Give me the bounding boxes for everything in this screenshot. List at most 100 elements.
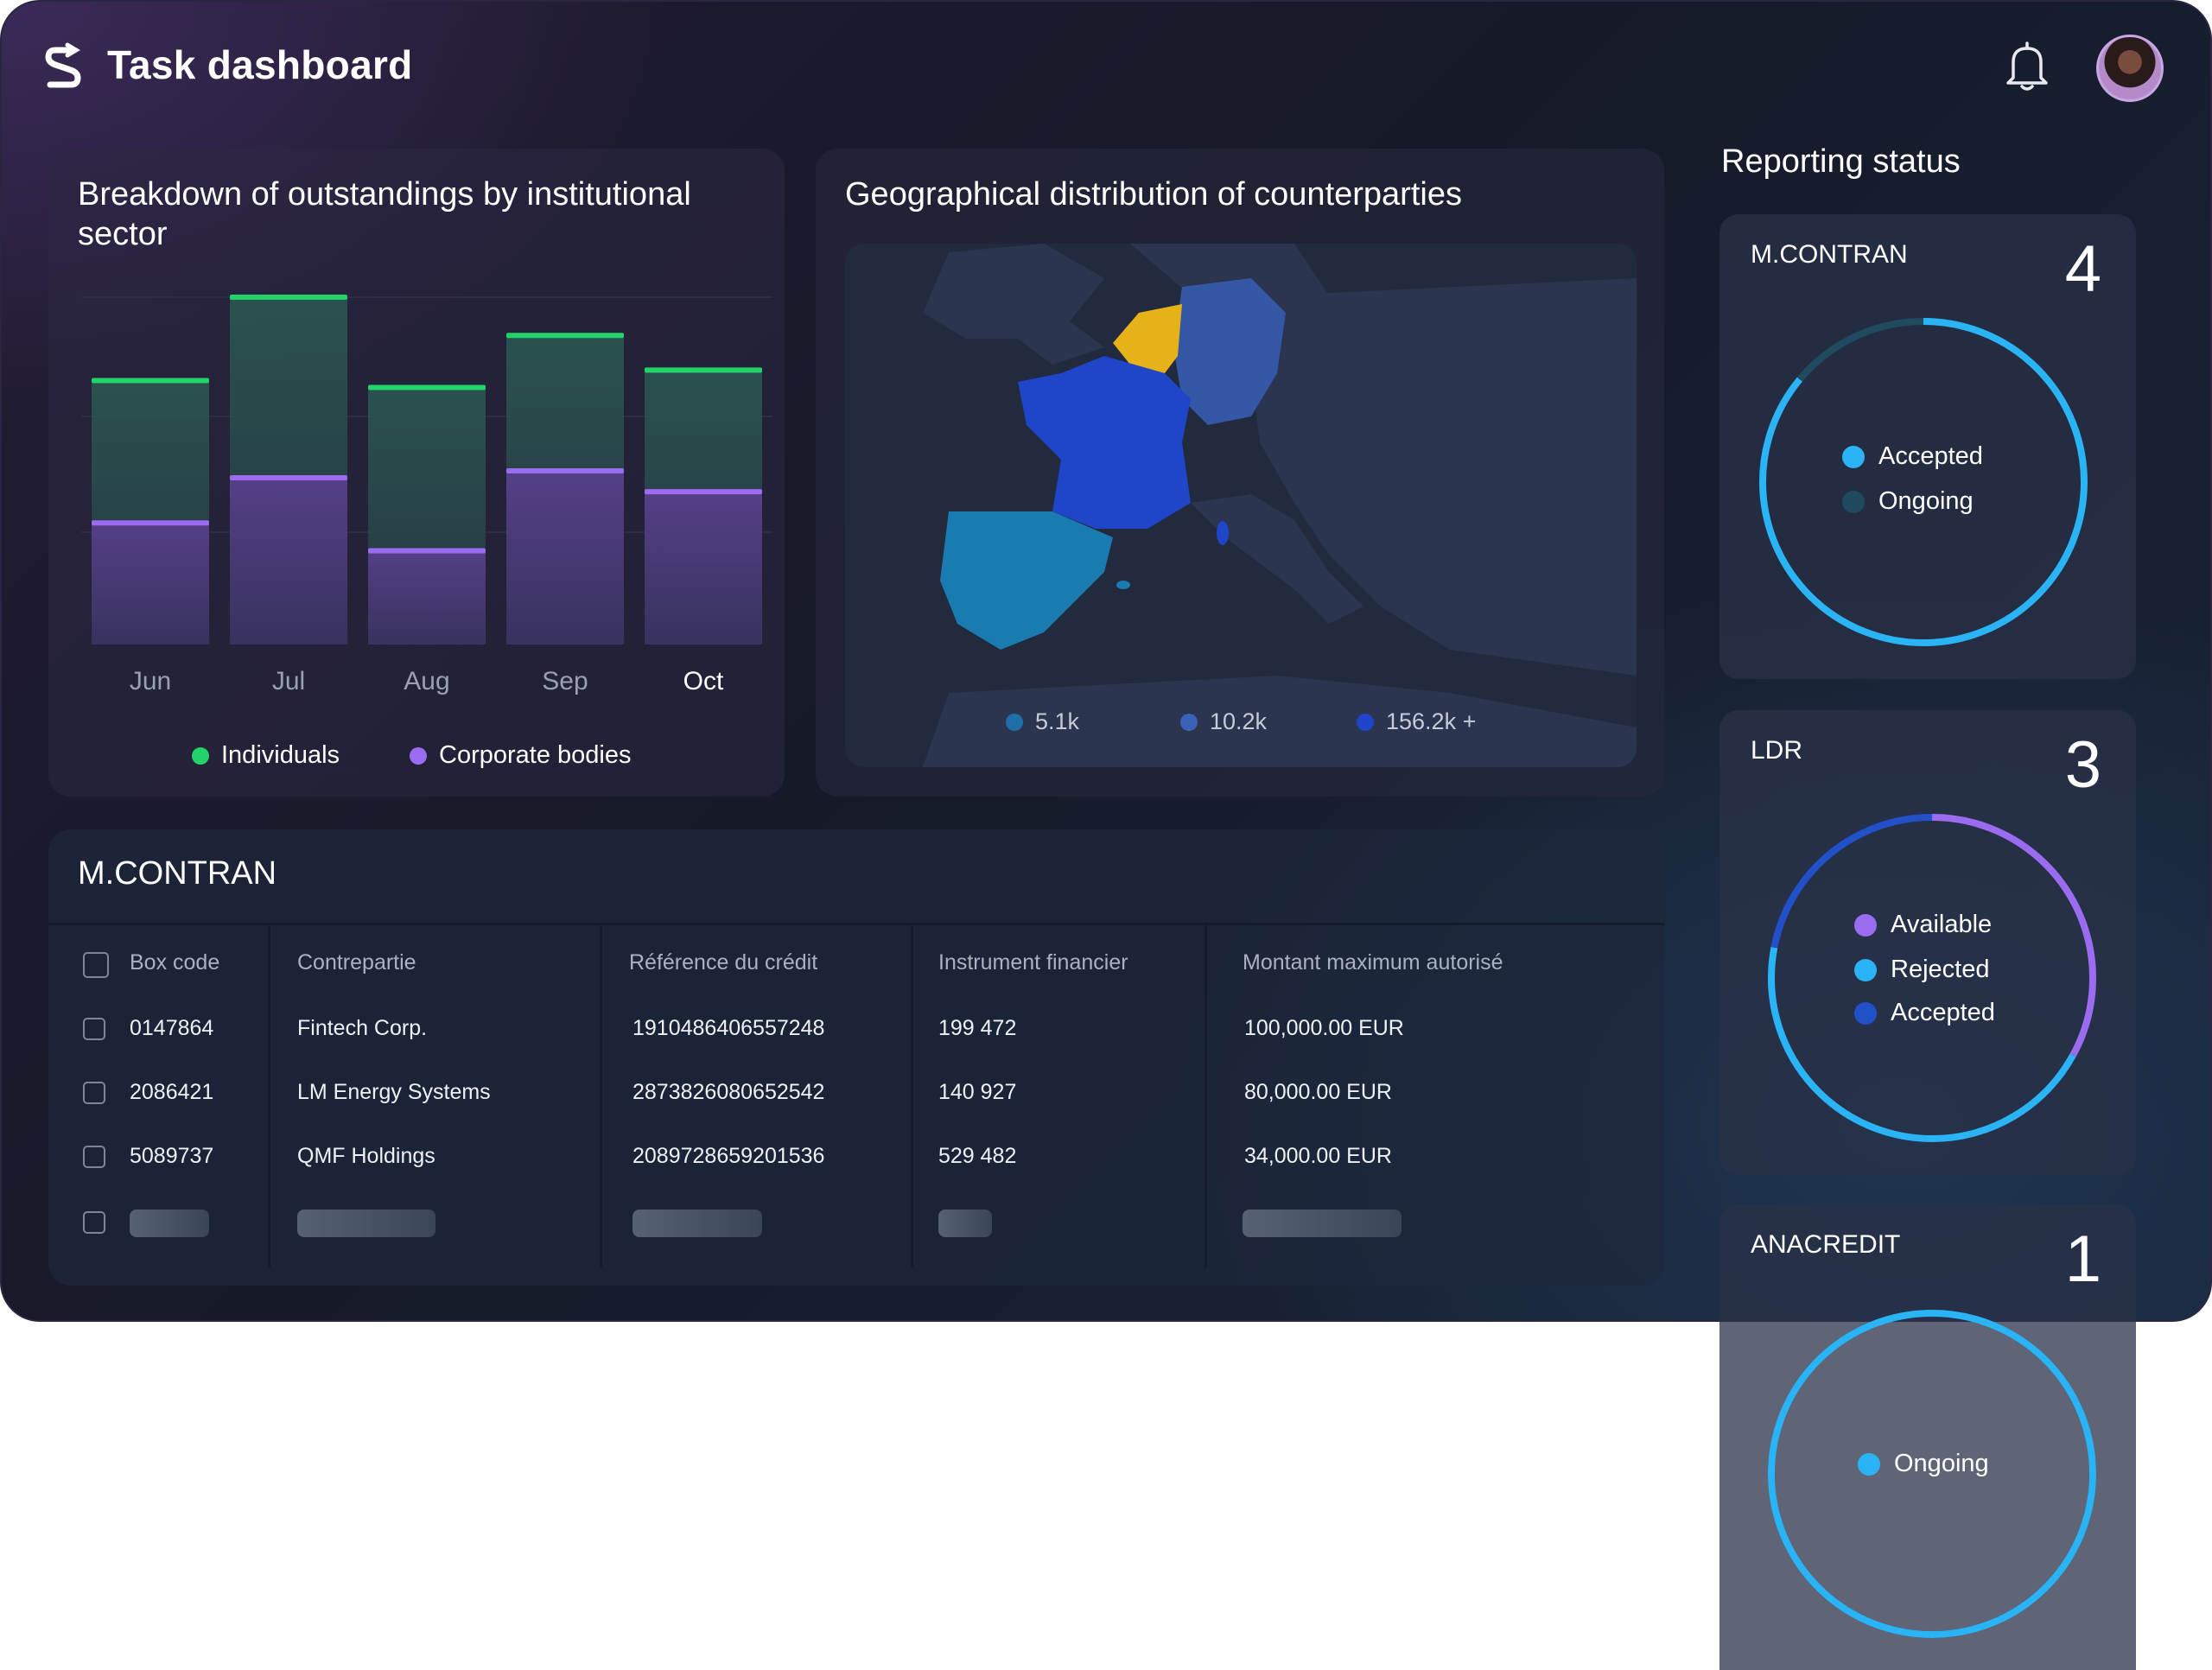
status-card-count: 3: [2064, 728, 2101, 802]
bar-corporate-jul[interactable]: [230, 478, 347, 645]
legend-ongoing: Ongoing: [1842, 487, 1974, 516]
bar-corporate-oct[interactable]: [645, 492, 762, 645]
cell-box-code: 0147864: [130, 1016, 214, 1040]
cell-montant: 34,000.00 EUR: [1244, 1144, 1392, 1168]
legend-dot: [1180, 713, 1198, 731]
legend-dot: [1357, 713, 1374, 731]
column-header-box-code[interactable]: Box code: [130, 950, 220, 975]
x-tick-label: Jun: [130, 667, 171, 695]
column-header-instrument[interactable]: Instrument financier: [938, 950, 1128, 975]
legend-label: Available: [1891, 911, 1993, 938]
legend-label: 10.2k: [1210, 708, 1268, 734]
cell-box-code: 5089737: [130, 1144, 214, 1168]
status-card-anacredit[interactable]: ANACREDIT 1 Ongoing: [1719, 1204, 2136, 1670]
skeleton-placeholder: [1243, 1210, 1402, 1237]
column-divider: [268, 923, 270, 1268]
legend-dot: [1842, 445, 1865, 468]
cell-contrepartie: QMF Holdings: [297, 1144, 435, 1168]
map-country-france: [1018, 356, 1191, 529]
map-island: [1116, 581, 1130, 589]
cell-montant: 100,000.00 EUR: [1244, 1016, 1404, 1040]
row-checkbox[interactable]: [83, 1082, 105, 1104]
map-country-iberia: [940, 511, 1113, 650]
bar-corporate-aug[interactable]: [368, 550, 486, 645]
geo-distribution-panel: Geographical distribution of counterpart…: [816, 149, 1664, 797]
map-country-germany: [1173, 278, 1286, 425]
column-header-montant[interactable]: Montant maximum autorisé: [1243, 950, 1503, 975]
legend-available: Available: [1854, 911, 1992, 939]
x-tick-label: Oct: [683, 667, 724, 695]
map-land-africa: [923, 676, 1637, 767]
avatar[interactable]: [2096, 35, 2164, 102]
legend-label: 5.1k: [1035, 708, 1080, 734]
skeleton-placeholder: [130, 1210, 209, 1237]
cell-reference: 2089728659201536: [632, 1144, 825, 1168]
donut-segment-accepted: [1768, 814, 2096, 1142]
x-tick-label: Sep: [542, 667, 588, 695]
legend-accepted: Accepted: [1854, 999, 1995, 1027]
legend-corporate-bodies[interactable]: Corporate bodies: [410, 741, 631, 770]
column-divider: [600, 923, 602, 1268]
legend-accepted: Accepted: [1842, 442, 1983, 471]
x-tick-label: Jul: [272, 667, 305, 695]
column-header-reference[interactable]: Référence du crédit: [629, 950, 818, 975]
cell-contrepartie: Fintech Corp.: [297, 1016, 428, 1040]
row-checkbox[interactable]: [83, 1146, 105, 1168]
x-tick-label: Aug: [404, 667, 449, 695]
bar-cap-individuals: [645, 367, 762, 373]
bar-chart: Jun Jul Aug Sep Oct: [81, 295, 772, 695]
legend-label: 156.2k +: [1386, 708, 1477, 734]
outstandings-chart-panel: Breakdown of outstandings by institution…: [48, 149, 785, 797]
row-checkbox[interactable]: [83, 1211, 105, 1234]
legend-individuals[interactable]: Individuals: [192, 741, 340, 770]
skeleton-placeholder: [938, 1210, 992, 1237]
donut-segment-ongoing: [1768, 1310, 2096, 1638]
skeleton-placeholder: [297, 1210, 435, 1237]
bar-cap-individuals: [368, 384, 486, 391]
map-legend-high: 156.2k +: [1357, 708, 1476, 735]
map-title: Geographical distribution of counterpart…: [845, 176, 1462, 213]
bar-corporate-sep[interactable]: [506, 471, 624, 645]
status-card-name: ANACREDIT: [1751, 1230, 1901, 1259]
legend-dot: [192, 746, 209, 765]
page-title: Task dashboard: [107, 42, 413, 87]
bar-cap-corporate: [230, 475, 347, 481]
cell-montant: 80,000.00 EUR: [1244, 1080, 1392, 1104]
cell-reference: 2873826080652542: [632, 1080, 825, 1104]
legend-ongoing: Ongoing: [1858, 1450, 1989, 1478]
mcontran-table-panel: M.CONTRAN Box code Contrepartie Référenc…: [48, 829, 1664, 1286]
map-land-east: [1251, 278, 1637, 676]
bar-cap-individuals: [506, 333, 624, 339]
donut-segment-rejected: [1768, 814, 2096, 1142]
europe-map[interactable]: [845, 244, 1637, 767]
status-donut-chart: [1768, 1310, 2096, 1638]
bar-corporate-jun[interactable]: [92, 523, 209, 645]
bar-cap-individuals: [230, 295, 347, 300]
select-all-checkbox[interactable]: [83, 952, 109, 978]
column-divider: [1205, 923, 1207, 1268]
legend-label: Accepted: [1891, 999, 1995, 1026]
column-divider: [911, 923, 913, 1268]
bar-cap-corporate: [368, 548, 486, 554]
cell-contrepartie: LM Energy Systems: [297, 1080, 491, 1104]
legend-dot: [1858, 1452, 1880, 1476]
status-card-mcontran[interactable]: M.CONTRAN 4 Accepted Ongoing: [1719, 214, 2136, 679]
skeleton-placeholder: [632, 1210, 762, 1237]
legend-dot: [1842, 490, 1865, 513]
legend-dot: [410, 746, 427, 765]
chart-title: Breakdown of outstandings by institution…: [78, 176, 691, 252]
row-checkbox[interactable]: [83, 1018, 105, 1040]
bar-cap-corporate: [506, 468, 624, 473]
legend-label: Corporate bodies: [439, 741, 632, 769]
map-land-italy-balkans: [1191, 494, 1363, 624]
bell-icon[interactable]: [2003, 40, 2051, 93]
map-island: [1217, 521, 1229, 545]
donut-segment-ongoing: [1759, 318, 2088, 646]
legend-label: Rejected: [1891, 956, 1990, 983]
column-header-contrepartie[interactable]: Contrepartie: [297, 950, 416, 975]
legend-dot: [1854, 913, 1877, 937]
s-logo-icon[interactable]: [41, 41, 85, 93]
cell-box-code: 2086421: [130, 1080, 214, 1104]
status-donut-chart: [1759, 318, 2088, 646]
status-card-ldr[interactable]: LDR 3 Available Rejected Accepted: [1719, 710, 2136, 1175]
